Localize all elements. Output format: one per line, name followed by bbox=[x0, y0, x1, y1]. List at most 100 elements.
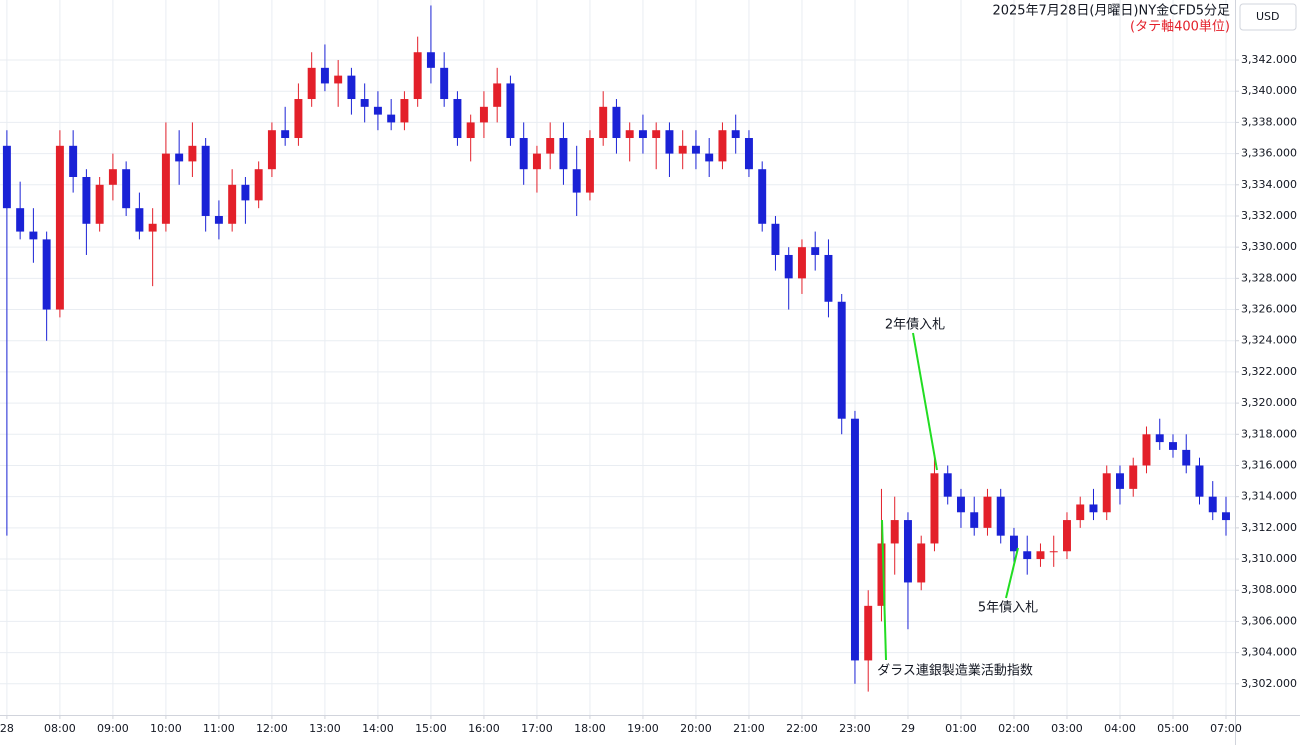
candle-body bbox=[983, 496, 992, 528]
x-tick-label: 17:00 bbox=[521, 722, 553, 735]
candle-body bbox=[532, 153, 541, 170]
x-tick-label: 07:00 bbox=[1210, 722, 1242, 735]
candle-body bbox=[744, 138, 753, 170]
candle-body bbox=[148, 223, 157, 232]
candle-body bbox=[930, 473, 939, 544]
candle-body bbox=[837, 301, 846, 419]
candle-body bbox=[1142, 434, 1151, 466]
x-tick-label: 22:00 bbox=[786, 722, 818, 735]
candle-body bbox=[42, 239, 51, 310]
candle-body bbox=[1009, 535, 1018, 552]
candle-body bbox=[1076, 504, 1085, 521]
candle-body bbox=[771, 223, 780, 255]
currency[interactable]: USD bbox=[1256, 10, 1280, 23]
candle-body bbox=[718, 130, 727, 162]
y-tick-label: 3,308.000 bbox=[1241, 583, 1297, 596]
candle-body bbox=[334, 75, 343, 84]
annotation-line bbox=[881, 519, 887, 661]
candle-body bbox=[360, 99, 369, 107]
candle-body bbox=[16, 208, 25, 232]
candle-body bbox=[228, 184, 237, 224]
candle-body bbox=[572, 169, 581, 193]
x-tick-label: 14:00 bbox=[362, 722, 394, 735]
y-tick-label: 3,304.000 bbox=[1241, 646, 1297, 659]
candle-body bbox=[1023, 551, 1032, 560]
annotation: ダラス連銀製造業活動指数 bbox=[877, 663, 1033, 679]
x-tick-label: 19:00 bbox=[627, 722, 659, 735]
x-tick-label: 05:00 bbox=[1157, 722, 1189, 735]
candle-body bbox=[612, 106, 621, 139]
candle-body bbox=[784, 254, 793, 279]
x-tick-label: 23:00 bbox=[839, 722, 871, 735]
candle-body bbox=[294, 99, 303, 139]
candle-body bbox=[1116, 473, 1124, 489]
candle-body bbox=[850, 418, 859, 661]
y-tick-label: 3,320.000 bbox=[1241, 396, 1297, 409]
candle-body bbox=[1036, 551, 1045, 560]
y-tick-label: 3,338.000 bbox=[1241, 115, 1297, 128]
annotation: 5年債入札 bbox=[978, 601, 1038, 616]
y-tick-label: 3,328.000 bbox=[1241, 271, 1297, 284]
x-tick-label: 15:00 bbox=[415, 722, 447, 735]
candle-body bbox=[1222, 512, 1230, 521]
candle-body bbox=[1063, 520, 1071, 552]
x-tick-label: 13:00 bbox=[309, 722, 341, 735]
candle-body bbox=[996, 496, 1005, 536]
candle-body bbox=[691, 145, 700, 154]
candle-body bbox=[917, 543, 926, 583]
candle-body bbox=[1049, 551, 1058, 553]
candle-body bbox=[466, 122, 475, 139]
x-tick-label: 16:00 bbox=[468, 722, 500, 735]
candle-body bbox=[479, 106, 488, 123]
candle-body bbox=[69, 145, 78, 177]
x-tick-label: 20:00 bbox=[680, 722, 712, 735]
candle-body bbox=[29, 231, 38, 240]
y-tick-label: 3,312.000 bbox=[1241, 521, 1297, 534]
x-tick-label: 03:00 bbox=[1051, 722, 1083, 735]
y-tick-label: 3,326.000 bbox=[1241, 303, 1297, 316]
y-tick-label: 3,302.000 bbox=[1241, 677, 1297, 690]
candle-body bbox=[678, 145, 687, 154]
chart-title: 2025年7月28日(月曜日)NY金CFD5分足 bbox=[992, 3, 1230, 19]
candle-body bbox=[970, 512, 979, 528]
candle-body bbox=[811, 247, 820, 255]
x-tick-label: 04:00 bbox=[1104, 722, 1136, 735]
candle-body bbox=[453, 99, 462, 139]
candle-body bbox=[731, 130, 740, 139]
y-tick-label: 3,318.000 bbox=[1241, 427, 1297, 440]
candle-body bbox=[426, 52, 435, 68]
candle-body bbox=[1169, 442, 1177, 450]
candle-body bbox=[281, 130, 290, 139]
candle-body bbox=[307, 67, 316, 100]
chart-subtitle: (タテ軸400単位) bbox=[1130, 19, 1230, 35]
candle-body bbox=[877, 543, 886, 606]
candle-body bbox=[214, 215, 223, 224]
x-tick-label: 11:00 bbox=[203, 722, 235, 735]
candle-body bbox=[267, 130, 276, 170]
currency-button[interactable] bbox=[1239, 3, 1297, 31]
candle-body bbox=[161, 153, 170, 224]
candle-body bbox=[903, 520, 912, 583]
candle-body bbox=[585, 138, 594, 193]
candle-body bbox=[943, 473, 952, 497]
y-tick-label: 3,322.000 bbox=[1241, 365, 1297, 378]
candle-body bbox=[413, 52, 422, 100]
candle-body bbox=[652, 130, 661, 139]
candle-body bbox=[493, 83, 502, 107]
y-tick-label: 3,334.000 bbox=[1241, 178, 1297, 191]
candle-body bbox=[625, 130, 634, 139]
x-tick-label: 09:00 bbox=[97, 722, 129, 735]
candle-body bbox=[254, 169, 263, 201]
candle-body bbox=[559, 138, 568, 170]
candle-body bbox=[347, 75, 356, 100]
candle-body bbox=[1089, 504, 1098, 513]
x-tick-label: 08:00 bbox=[44, 722, 76, 735]
y-tick-label: 3,314.000 bbox=[1241, 490, 1297, 503]
candle-body bbox=[373, 106, 382, 115]
annotation-line bbox=[1005, 547, 1019, 599]
candle-body bbox=[1155, 434, 1164, 443]
candle-body bbox=[400, 99, 409, 123]
candle-body bbox=[665, 130, 674, 154]
candle-body bbox=[758, 169, 767, 224]
